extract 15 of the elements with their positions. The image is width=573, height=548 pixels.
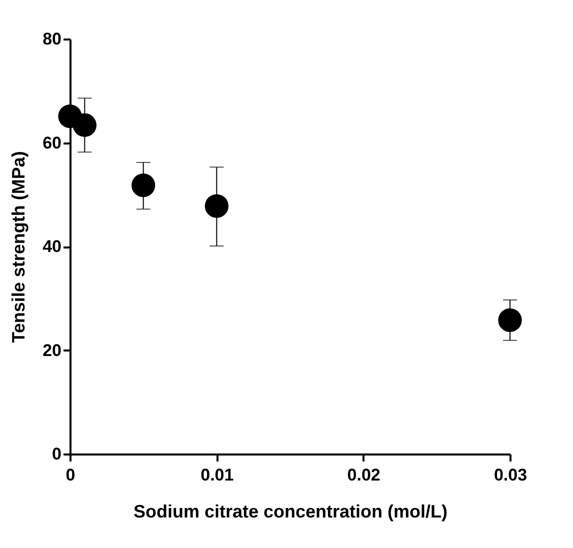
x-tick-label: 0 <box>66 466 76 484</box>
y-axis-title: Tensile strength (MPa) <box>8 151 29 343</box>
x-tick-label: 0.01 <box>200 466 234 484</box>
y-tick-label: 60 <box>42 133 62 152</box>
x-axis-title: Sodium citrate concentration (mol/L) <box>133 502 448 522</box>
y-tick-label: 0 <box>52 444 62 464</box>
point <box>498 308 522 332</box>
point <box>72 113 96 137</box>
point <box>132 173 156 198</box>
x-tick-label: 0.02 <box>347 466 380 484</box>
x-tick-label: 0.03 <box>494 466 528 484</box>
y-tick-label: 20 <box>42 340 62 360</box>
point <box>204 194 228 218</box>
y-tick-label: 40 <box>42 237 62 256</box>
y-tick-label: 80 <box>42 30 62 48</box>
